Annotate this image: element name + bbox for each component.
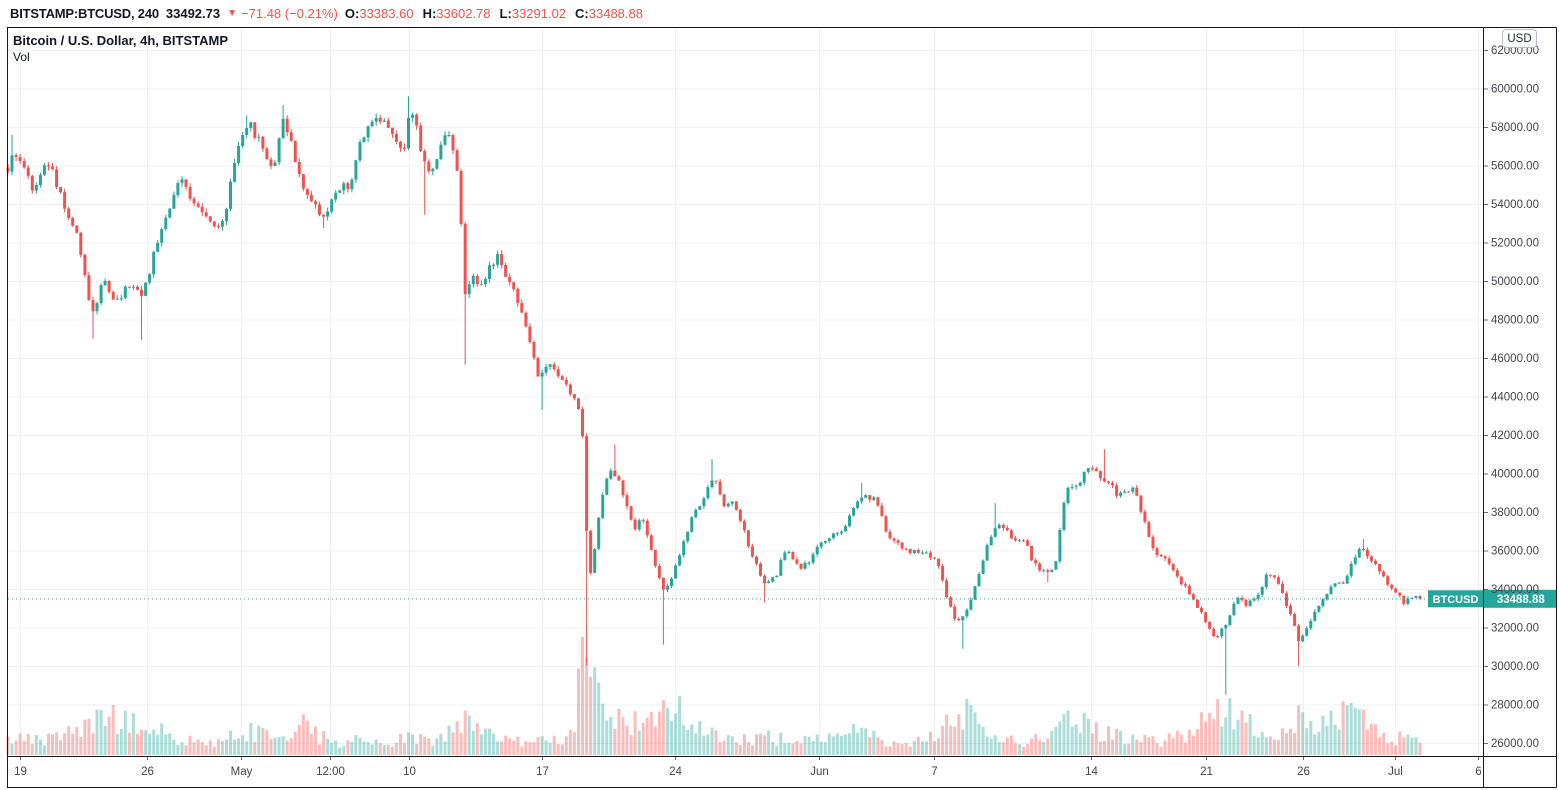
svg-text:60000.00: 60000.00 (1491, 84, 1539, 96)
current-price-flag: BTCUSD (1428, 590, 1490, 608)
svg-text:34000.00: 34000.00 (1491, 584, 1539, 596)
svg-text:46000.00: 46000.00 (1491, 353, 1539, 365)
price-change-value: −71.48 (−0.21%) (241, 6, 338, 21)
currency-unit-button[interactable]: USD (1502, 29, 1537, 48)
axis-labels[interactable]: 62000.00 60000.00 58000.00 56000.00 54000.00… (14, 45, 1539, 778)
svg-text:26000.00: 26000.00 (1491, 738, 1539, 750)
arrow-down-icon: ▼ (227, 8, 238, 19)
svg-text:33488.88: 33488.88 (1497, 594, 1546, 606)
svg-text:6: 6 (1475, 766, 1481, 778)
ohlc-item: H:33602.78 (422, 6, 491, 21)
grid-layer (8, 28, 1483, 756)
ohlc-item: L:33291.02 (499, 6, 567, 21)
svg-text:14: 14 (1085, 766, 1098, 778)
symbol-interval[interactable]: BITSTAMP:BTCUSD, 240 (10, 6, 159, 21)
symbol-info-bar: BITSTAMP:BTCUSD, 240 33492.73 ▼ −71.48 (… (0, 0, 1559, 27)
svg-text:19: 19 (14, 766, 27, 778)
chart-legend: Bitcoin / U.S. Dollar, 4h, BITSTAMP Vol (13, 33, 228, 64)
volume-layer (6, 637, 1422, 755)
svg-text:17: 17 (536, 766, 549, 778)
ohlc-item: O:33383.60 (344, 6, 414, 21)
svg-text:32000.00: 32000.00 (1491, 623, 1539, 635)
symbol-description-label[interactable]: Bitcoin / U.S. Dollar, 4h, BITSTAMP (13, 33, 229, 48)
svg-text:26: 26 (1297, 766, 1310, 778)
svg-text:30000.00: 30000.00 (1491, 661, 1539, 673)
svg-text:56000.00: 56000.00 (1491, 161, 1539, 173)
svg-text:50000.00: 50000.00 (1491, 276, 1539, 288)
svg-text:52000.00: 52000.00 (1491, 238, 1539, 250)
svg-text:Jun: Jun (810, 766, 829, 778)
svg-text:48000.00: 48000.00 (1491, 315, 1539, 327)
volume-indicator-label[interactable]: Vol (13, 50, 30, 64)
last-price-value: 33492.73 (165, 6, 221, 21)
svg-text:12:00: 12:00 (316, 766, 345, 778)
svg-text:38000.00: 38000.00 (1491, 507, 1539, 519)
svg-text:36000.00: 36000.00 (1491, 546, 1539, 558)
last-price-axis-label: 33488.88 (1484, 589, 1556, 608)
svg-text:62000.00: 62000.00 (1491, 45, 1539, 57)
svg-text:58000.00: 58000.00 (1491, 122, 1539, 134)
candles-layer (6, 96, 1422, 695)
svg-text:May: May (231, 766, 253, 778)
svg-text:54000.00: 54000.00 (1491, 199, 1539, 211)
svg-text:21: 21 (1200, 766, 1213, 778)
svg-text:40000.00: 40000.00 (1491, 469, 1539, 481)
svg-text:7: 7 (931, 766, 937, 778)
svg-text:10: 10 (403, 766, 416, 778)
svg-text:28000.00: 28000.00 (1491, 700, 1539, 712)
ohlc-values: O:33383.60 H:33602.78 L:33291.02 C:33488.88 (345, 6, 643, 21)
chart-frame (7, 27, 1557, 788)
ohlc-item: C:33488.88 (575, 6, 643, 21)
svg-text:44000.00: 44000.00 (1491, 392, 1539, 404)
svg-text:Jul: Jul (1388, 766, 1403, 778)
svg-text:BTCUSD: BTCUSD (1433, 594, 1479, 606)
svg-text:42000.00: 42000.00 (1491, 430, 1539, 442)
svg-text:26: 26 (141, 766, 154, 778)
svg-text:24: 24 (669, 766, 682, 778)
